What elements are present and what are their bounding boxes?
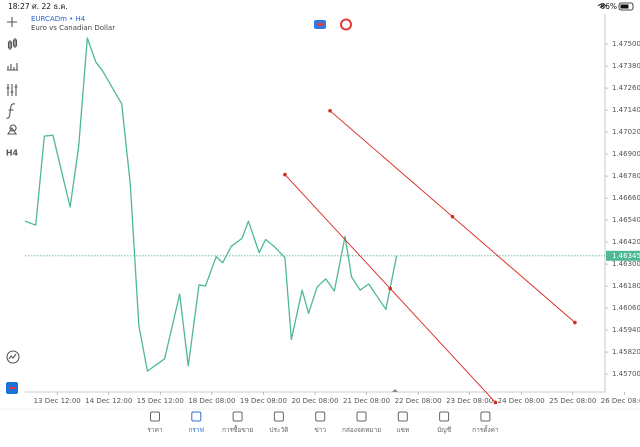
- tab[interactable]: ข่าว: [314, 411, 326, 434]
- wifi-icon: [597, 3, 607, 8]
- x-tick-label: 14 Dec 12:00: [85, 397, 132, 405]
- x-tick-label: 24 Dec 08:00: [498, 397, 545, 405]
- y-tick-label: 1.46300: [612, 260, 640, 268]
- y-tick-label: 1.47260: [612, 84, 640, 92]
- tab[interactable]: บัญชี: [437, 411, 452, 434]
- tab-icon: [191, 411, 202, 422]
- tab-icon: [315, 411, 326, 422]
- status-battery: 66%: [600, 2, 617, 11]
- trend-anchor: [573, 320, 577, 325]
- chart-title: EURCADm • H4: [31, 15, 86, 23]
- y-tick-label: 1.45700: [612, 370, 640, 378]
- tab[interactable]: แชท: [396, 411, 409, 434]
- x-tick-label: 13 Dec 12:00: [34, 397, 81, 405]
- tab[interactable]: ประวัติ: [269, 411, 288, 434]
- x-tick-label: 25 Dec 08:00: [549, 397, 596, 405]
- signal-button[interactable]: [340, 18, 352, 31]
- current-price-label: 1.46345: [612, 252, 640, 260]
- tab-icon: [480, 411, 491, 422]
- x-tick-label: 21 Dec 08:00: [343, 397, 390, 405]
- y-tick-label: 1.46060: [612, 304, 640, 312]
- battery-icon: [618, 2, 634, 11]
- y-tick-label: 1.45820: [612, 348, 640, 356]
- x-tick-label: 19 Dec 08:00: [240, 397, 287, 405]
- tab[interactable]: การตั้งค่า: [472, 411, 499, 434]
- tab-bar: ราคา กราฟ การซื้อขาย ประวัติ ข่าว กล่องจดหมาย…: [147, 411, 499, 434]
- tab-label: ประวัติ: [269, 426, 288, 434]
- tab-label: ราคา: [147, 426, 162, 434]
- tab-icon: [439, 411, 450, 422]
- tab[interactable]: กล่องจดหมาย: [342, 411, 381, 434]
- tab-icon: [150, 411, 160, 422]
- x-tick-label: 18 Dec 08:00: [188, 397, 235, 405]
- x-tick-label: 20 Dec 08:00: [291, 397, 338, 405]
- current-price-box: [606, 250, 640, 261]
- y-tick-label: 1.46780: [612, 172, 640, 180]
- battery-level: [620, 4, 629, 9]
- analytics-tool[interactable]: [6, 350, 20, 364]
- tab-icon: [232, 411, 243, 422]
- status-date: ศ. 22 ธ.ค.: [32, 2, 68, 11]
- chart-type-tool[interactable]: [7, 38, 18, 50]
- y-tick-label: 1.46180: [612, 282, 640, 290]
- indicators-tool[interactable]: [7, 63, 18, 71]
- scroll-marker: [392, 389, 398, 392]
- trend-anchor: [328, 108, 332, 113]
- tab-label: แชท: [396, 426, 409, 434]
- chart-subtitle: Euro vs Canadian Dollar: [31, 24, 115, 32]
- tab-label: ข่าว: [314, 426, 326, 434]
- x-tick-label: 23 Dec 08:00: [446, 397, 493, 405]
- crosshair-tool[interactable]: [7, 17, 17, 27]
- y-tick-label: 1.47380: [612, 62, 640, 70]
- trend-anchor: [493, 400, 498, 405]
- y-tick-label: 1.47140: [612, 106, 640, 114]
- y-tick-label: 1.46900: [612, 150, 640, 158]
- one-click-mark: [317, 23, 323, 26]
- y-tick-label: 1.46660: [612, 194, 640, 202]
- price-line: [24, 37, 398, 372]
- y-tick-label: 1.46420: [612, 238, 640, 246]
- trend-midpoint: [450, 214, 455, 219]
- trend-midpoint: [388, 286, 392, 291]
- tab-label: กล่องจดหมาย: [342, 426, 381, 434]
- tab-icon: [397, 411, 408, 422]
- tab[interactable]: กราฟ: [188, 411, 205, 434]
- tab[interactable]: การซื้อขาย: [222, 411, 253, 434]
- tab-label: บัญชี: [437, 426, 452, 434]
- trend-anchor: [283, 172, 287, 177]
- y-tick-label: 1.47500: [612, 40, 640, 48]
- period-button[interactable]: H4: [6, 149, 19, 158]
- shapes-tool[interactable]: [6, 124, 18, 135]
- y-tick-label: 1.45940: [612, 326, 640, 334]
- left-toolbar: [6, 17, 20, 364]
- x-tick-label: 22 Dec 08:00: [395, 397, 442, 405]
- y-tick-label: 1.47020: [612, 128, 640, 136]
- x-tick-label: 26 Dec 08:00: [601, 397, 640, 405]
- tab-label: กราฟ: [188, 426, 204, 434]
- tab-label: การตั้งค่า: [472, 425, 499, 434]
- x-tick-label: 15 Dec 12:00: [137, 397, 184, 405]
- y-tick-label: 1.46540: [612, 216, 640, 224]
- function-tool[interactable]: [6, 103, 16, 119]
- tab-icon: [273, 411, 284, 422]
- tab[interactable]: ราคา: [147, 411, 163, 434]
- tab-icon: [356, 411, 367, 422]
- status-time: 18:27: [8, 2, 30, 11]
- tab-label: การซื้อขาย: [222, 425, 253, 434]
- objects-tool[interactable]: [6, 84, 18, 96]
